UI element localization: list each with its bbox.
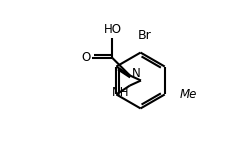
- Text: N: N: [131, 67, 140, 80]
- Text: Me: Me: [180, 88, 197, 101]
- Text: Br: Br: [137, 28, 151, 42]
- Text: O: O: [82, 52, 91, 64]
- Text: HO: HO: [104, 23, 122, 36]
- Text: NH: NH: [112, 86, 129, 99]
